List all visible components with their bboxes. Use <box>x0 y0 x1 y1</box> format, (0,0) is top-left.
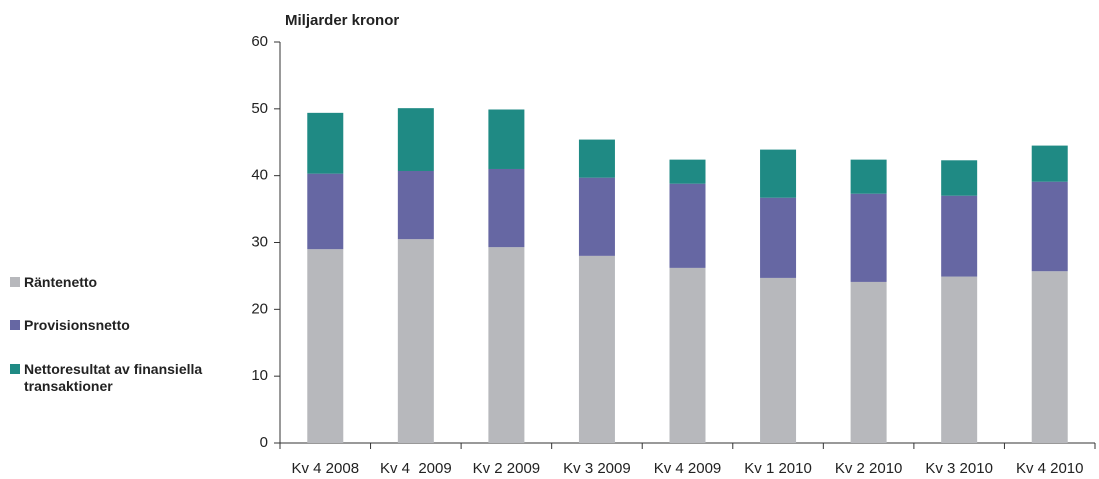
legend-swatch <box>10 277 20 287</box>
bar-segment <box>397 239 434 443</box>
bar-segment <box>669 159 706 184</box>
x-tick-label: Kv 4 2008 <box>291 460 359 477</box>
bar-segment <box>850 193 887 282</box>
bar-segment <box>1031 271 1068 443</box>
bar-segment <box>850 159 887 194</box>
x-tick-label: Kv 1 2010 <box>744 460 812 477</box>
x-tick-label: Kv 2 2009 <box>473 460 541 477</box>
bar-segment <box>307 249 344 443</box>
bar-segment <box>397 108 434 171</box>
bar-segment <box>941 160 978 196</box>
legend-item: Nettoresultat av finansiella transaktion… <box>10 361 206 395</box>
bar-segment <box>760 197 797 278</box>
legend-swatch <box>10 364 20 374</box>
x-tick-label: Kv 3 2010 <box>925 460 993 477</box>
bar-segment <box>1031 145 1068 182</box>
legend-swatch <box>10 320 20 330</box>
bar-segment <box>760 149 797 198</box>
bar-segment <box>760 277 797 443</box>
y-tick-label: 20 <box>251 300 268 317</box>
legend-item: Räntenetto <box>10 274 206 291</box>
y-tick-label: 10 <box>251 367 268 384</box>
bar-segment <box>850 281 887 443</box>
bar-segment <box>307 173 344 250</box>
legend-label: Nettoresultat av finansiella transaktion… <box>24 361 203 394</box>
bar-segment <box>941 276 978 443</box>
y-tick-label: 30 <box>251 233 268 250</box>
y-tick-label: 50 <box>251 100 268 117</box>
x-tick-label: Kv 3 2009 <box>563 460 631 477</box>
bar-segment <box>669 183 706 268</box>
bar-segment <box>488 109 525 169</box>
y-tick-label: 60 <box>251 33 268 50</box>
bar-segment <box>578 139 615 178</box>
legend-label: Räntenetto <box>24 274 98 290</box>
bar-segment <box>397 170 434 240</box>
x-tick-label: Kv 4 2009 <box>380 460 452 477</box>
legend-item: Provisionsnetto <box>10 317 206 334</box>
bar-segment <box>578 255 615 443</box>
bar-segment <box>578 177 615 256</box>
y-tick-label: 0 <box>260 434 268 451</box>
x-tick-label: Kv 4 2009 <box>654 460 722 477</box>
x-tick-label: Kv 4 2010 <box>1016 460 1084 477</box>
bar-segment <box>488 168 525 248</box>
bar-segment <box>1031 181 1068 272</box>
chart-title: Miljarder kronor <box>285 12 399 29</box>
y-tick-label: 40 <box>251 167 268 184</box>
legend-label: Provisionsnetto <box>24 317 130 333</box>
bar-segment <box>941 195 978 277</box>
bar-segment <box>488 247 525 443</box>
x-tick-label: Kv 2 2010 <box>835 460 903 477</box>
bar-segment <box>307 112 344 174</box>
bar-segment <box>669 267 706 443</box>
